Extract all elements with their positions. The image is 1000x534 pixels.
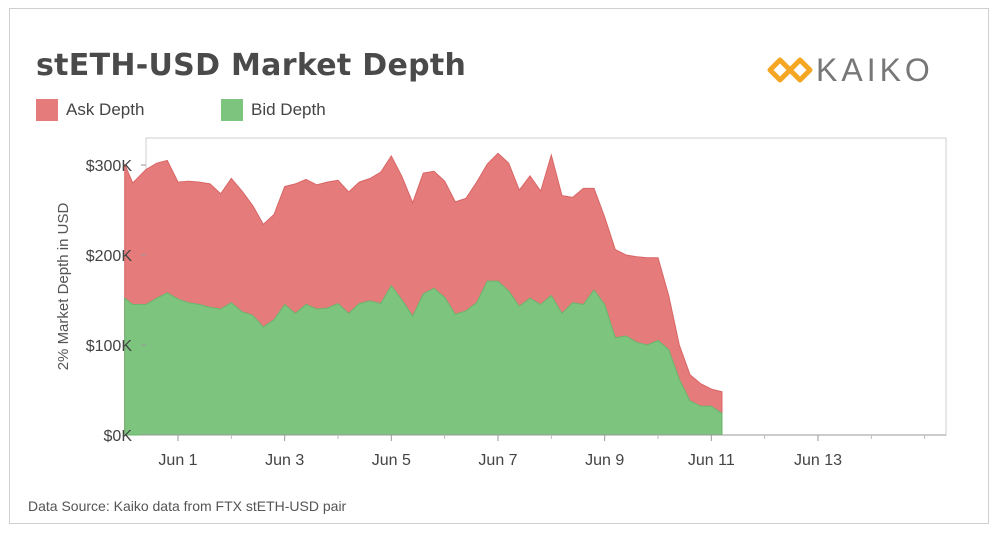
- kaiko-logo: KAIKO: [767, 52, 934, 88]
- x-tick-label: Jun 1: [158, 452, 197, 469]
- x-tick-label: Jun 5: [372, 452, 411, 469]
- y-tick-label: $100K: [86, 338, 133, 355]
- x-tick-label: Jun 9: [585, 452, 624, 469]
- series-bid-depth-area: [124, 280, 723, 436]
- y-tick-label: $200K: [86, 248, 133, 265]
- legend-swatch-bid: [221, 99, 243, 121]
- y-axis-title: 2% Market Depth in USD: [55, 203, 72, 371]
- x-tick-label: Jun 13: [794, 452, 842, 469]
- kaiko-logo-mark-icon: [767, 57, 813, 83]
- legend-label-ask: Ask Depth: [66, 100, 145, 119]
- chart-title: stETH-USD Market Depth: [36, 48, 467, 83]
- data-source-note: Data Source: Kaiko data from FTX stETH-U…: [28, 498, 347, 514]
- x-tick-label: Jun 11: [688, 452, 735, 469]
- y-tick-label: $300K: [86, 158, 133, 175]
- x-tick-label: Jun 3: [265, 452, 304, 469]
- y-tick-label: $0K: [104, 428, 133, 445]
- kaiko-logo-text: KAIKO: [816, 52, 934, 88]
- legend-item-bid[interactable]: Bid Depth: [221, 98, 326, 122]
- x-tick-label: Jun 7: [478, 452, 517, 469]
- legend-item-ask[interactable]: Ask Depth: [36, 98, 144, 122]
- legend-label-bid: Bid Depth: [251, 100, 326, 119]
- legend-swatch-ask: [36, 99, 58, 121]
